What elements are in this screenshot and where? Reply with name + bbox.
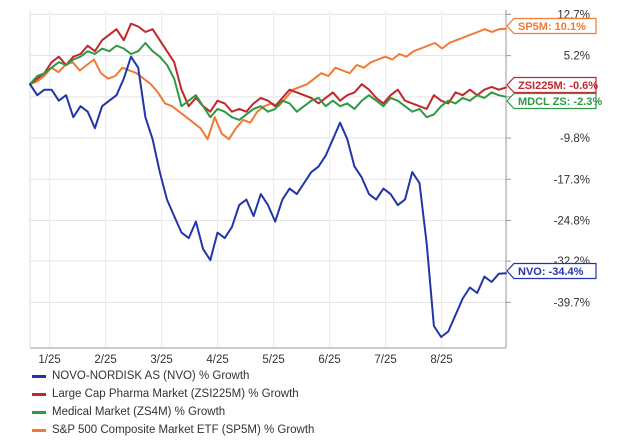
y-tick-label: -17.3% bbox=[554, 174, 590, 186]
legend-swatch-zs4m bbox=[32, 410, 46, 414]
end-flag-box bbox=[506, 92, 597, 110]
x-tick-label: 6/25 bbox=[318, 354, 340, 366]
end-value-flags: SP5M: 10.1% ZSI225M: -0.6% MDCL ZS: -2.3% N… bbox=[506, 17, 602, 280]
end-flag-label: NVO: -34.4% bbox=[518, 266, 584, 278]
end-flag-nvo: NVO: -34.4% bbox=[506, 262, 597, 280]
series-line-zs4m bbox=[29, 42, 507, 121]
end-flag-sp5m: SP5M: 10.1% bbox=[506, 17, 597, 35]
end-flag-zsi225m: ZSI225M: -0.6% bbox=[506, 76, 598, 94]
series-line-nvo bbox=[29, 55, 507, 338]
y-tick-label: -39.7% bbox=[554, 297, 590, 309]
legend-label-zs4m: Medical Market (ZS4M) % Growth bbox=[52, 406, 226, 418]
end-flag-box bbox=[506, 262, 597, 280]
legend-label-sp5m: S&P 500 Composite Market ETF (SP5M) % Gr… bbox=[52, 424, 315, 436]
series-line-zsi225m bbox=[29, 22, 507, 113]
y-tick-label: 5.2% bbox=[564, 51, 590, 63]
legend-swatch-zsi225m bbox=[32, 392, 46, 396]
end-flag-label: SP5M: 10.1% bbox=[518, 21, 586, 33]
x-tick-label: 7/25 bbox=[374, 354, 396, 366]
legend-item-zs4m[interactable]: Medical Market (ZS4M) % Growth bbox=[32, 403, 572, 421]
chart-series bbox=[29, 22, 507, 338]
x-tick-label: 3/25 bbox=[150, 354, 172, 366]
x-tick-label: 2/25 bbox=[94, 354, 116, 366]
series-line-sp5m bbox=[29, 27, 507, 141]
legend-swatch-nvo bbox=[32, 374, 46, 378]
x-axis-ticks: 1/25 2/25 3/25 4/25 5/25 6/25 7/25 8/25 bbox=[38, 354, 452, 366]
end-flag-zs4m: MDCL ZS: -2.3% bbox=[506, 92, 602, 110]
legend-item-zsi225m[interactable]: Large Cap Pharma Market (ZSI225M) % Grow… bbox=[32, 385, 572, 403]
end-flag-box bbox=[506, 76, 597, 94]
x-tick-label: 4/25 bbox=[206, 354, 228, 366]
chart-legend: NOVO-NORDISK AS (NVO) % Growth Large Cap… bbox=[32, 367, 572, 439]
x-tick-label: 1/25 bbox=[38, 354, 60, 366]
end-flag-label: MDCL ZS: -2.3% bbox=[518, 96, 602, 108]
end-flag-label: ZSI225M: -0.6% bbox=[518, 80, 598, 92]
legend-label-nvo: NOVO-NORDISK AS (NVO) % Growth bbox=[52, 370, 250, 382]
legend-swatch-sp5m bbox=[32, 428, 46, 432]
y-tick-label: -9.8% bbox=[560, 133, 590, 145]
end-flag-box bbox=[506, 17, 597, 35]
legend-label-zsi225m: Large Cap Pharma Market (ZSI225M) % Grow… bbox=[52, 388, 299, 400]
chart-grid bbox=[30, 10, 506, 348]
legend-item-sp5m[interactable]: S&P 500 Composite Market ETF (SP5M) % Gr… bbox=[32, 421, 572, 439]
y-tick-label: -24.8% bbox=[554, 215, 590, 227]
x-tick-label: 8/25 bbox=[430, 354, 452, 366]
x-tick-label: 5/25 bbox=[262, 354, 284, 366]
legend-item-nvo[interactable]: NOVO-NORDISK AS (NVO) % Growth bbox=[32, 367, 572, 385]
